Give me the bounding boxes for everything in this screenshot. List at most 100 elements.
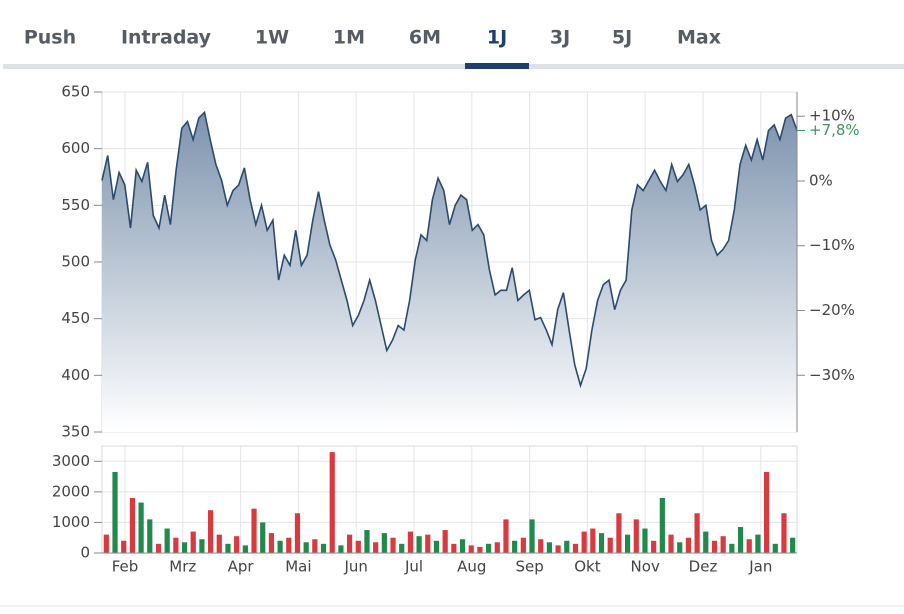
volume-bar (251, 508, 257, 553)
volume-bar (138, 502, 144, 553)
y2-tick-label: 0% (809, 171, 833, 189)
volume-bar (277, 540, 283, 553)
volume-bar (155, 543, 162, 553)
volume-bar (624, 534, 631, 553)
x-tick-label: Jul (404, 558, 423, 576)
volume-bar (772, 543, 778, 553)
volume-bar (512, 540, 518, 553)
volume-bar (546, 542, 553, 553)
volume-bar (320, 543, 327, 553)
volume-bar (234, 536, 240, 553)
last-value-label: +7,8% (809, 121, 860, 139)
volume-bar (659, 497, 665, 553)
volume-bar (355, 540, 361, 553)
volume-bar (572, 543, 579, 553)
y-tick-label: 550 (61, 196, 90, 214)
tab[interactable]: Max (677, 27, 721, 49)
volume-bar (364, 530, 370, 553)
y2-tick-label: −10% (809, 236, 855, 254)
volume-bar (416, 536, 422, 553)
y-tick-label: 500 (61, 253, 90, 271)
volume-bar (147, 519, 153, 553)
tab-bar-line (3, 64, 904, 69)
volume-bar (199, 539, 205, 553)
tab[interactable]: 3J (550, 27, 570, 49)
volume-bar (303, 542, 309, 553)
volume-bar (346, 534, 353, 553)
x-tick-label: Sep (515, 558, 543, 576)
volume-bar (459, 539, 466, 553)
tab[interactable]: 5J (612, 27, 632, 49)
volume-bar (242, 545, 248, 553)
volume-bar (477, 546, 483, 553)
volume-bar (651, 540, 657, 553)
tab[interactable]: 6M (409, 27, 441, 49)
volume-bar (616, 513, 622, 553)
volume-bar (112, 471, 118, 553)
volume-bar (190, 531, 196, 553)
volume-bar (294, 513, 301, 553)
price-line (101, 110, 798, 389)
active-tab-underline (465, 63, 529, 69)
volume-bar (564, 540, 570, 553)
volume-bar (425, 534, 431, 553)
plot-frame (101, 445, 798, 554)
volume-bar (494, 542, 500, 553)
volume-bar (121, 540, 127, 553)
x-tick-label: Feb (112, 558, 139, 576)
volume-bar (711, 540, 718, 553)
volume-bar (329, 452, 335, 553)
y-tick-label: 350 (61, 423, 90, 441)
volume-bar (520, 537, 526, 553)
volume-bar (685, 537, 692, 553)
y-tick-label: 0 (80, 544, 90, 562)
volume-bar (720, 536, 726, 553)
volume-bar (286, 537, 292, 553)
volume-bar (373, 542, 379, 553)
y2-tick-label: −20% (809, 301, 855, 319)
tab[interactable]: 1J (487, 27, 507, 49)
volume-bar (590, 528, 596, 553)
volume-bar (668, 534, 674, 553)
volume-bar (485, 543, 492, 553)
y-tick-label: 400 (61, 366, 90, 384)
y2-tick-label: −30% (809, 366, 855, 384)
volume-bar (642, 528, 648, 553)
volume-bar (529, 519, 535, 553)
volume-bar (451, 543, 457, 553)
x-tick-label: Aug (457, 558, 486, 576)
volume-bar (268, 533, 275, 553)
volume-bar (216, 534, 222, 553)
tab[interactable]: 1W (255, 27, 289, 49)
volume-bar (399, 543, 405, 553)
volume-bar (598, 533, 605, 553)
volume-bar (207, 510, 214, 553)
x-tick-label: Mrz (169, 558, 196, 576)
volume-bar (442, 530, 448, 553)
volume-bar (607, 537, 613, 553)
tab[interactable]: Push (24, 27, 76, 49)
volume-bar (581, 531, 587, 553)
tab[interactable]: Intraday (121, 27, 212, 49)
volume-bar (538, 539, 544, 553)
y-tick-label: 1000 (52, 513, 90, 531)
volume-bar (694, 513, 700, 553)
volume-bar (390, 537, 396, 553)
volume-bar (755, 534, 761, 553)
volume-bar (729, 543, 735, 553)
x-tick-label: Okt (574, 558, 600, 576)
volume-bar (181, 542, 188, 553)
x-tick-label: Jun (343, 558, 367, 576)
tab[interactable]: 1M (333, 27, 365, 49)
volume-bar (164, 528, 170, 553)
volume-bar (763, 471, 770, 553)
y2-tick-label: +10% (809, 107, 855, 125)
x-tick-label: Jan (748, 558, 772, 576)
volume-bar (746, 539, 752, 553)
volume-bar (225, 543, 231, 553)
y-tick-label: 450 (61, 309, 90, 327)
x-tick-label: Nov (631, 558, 660, 576)
volume-bar (129, 497, 136, 553)
